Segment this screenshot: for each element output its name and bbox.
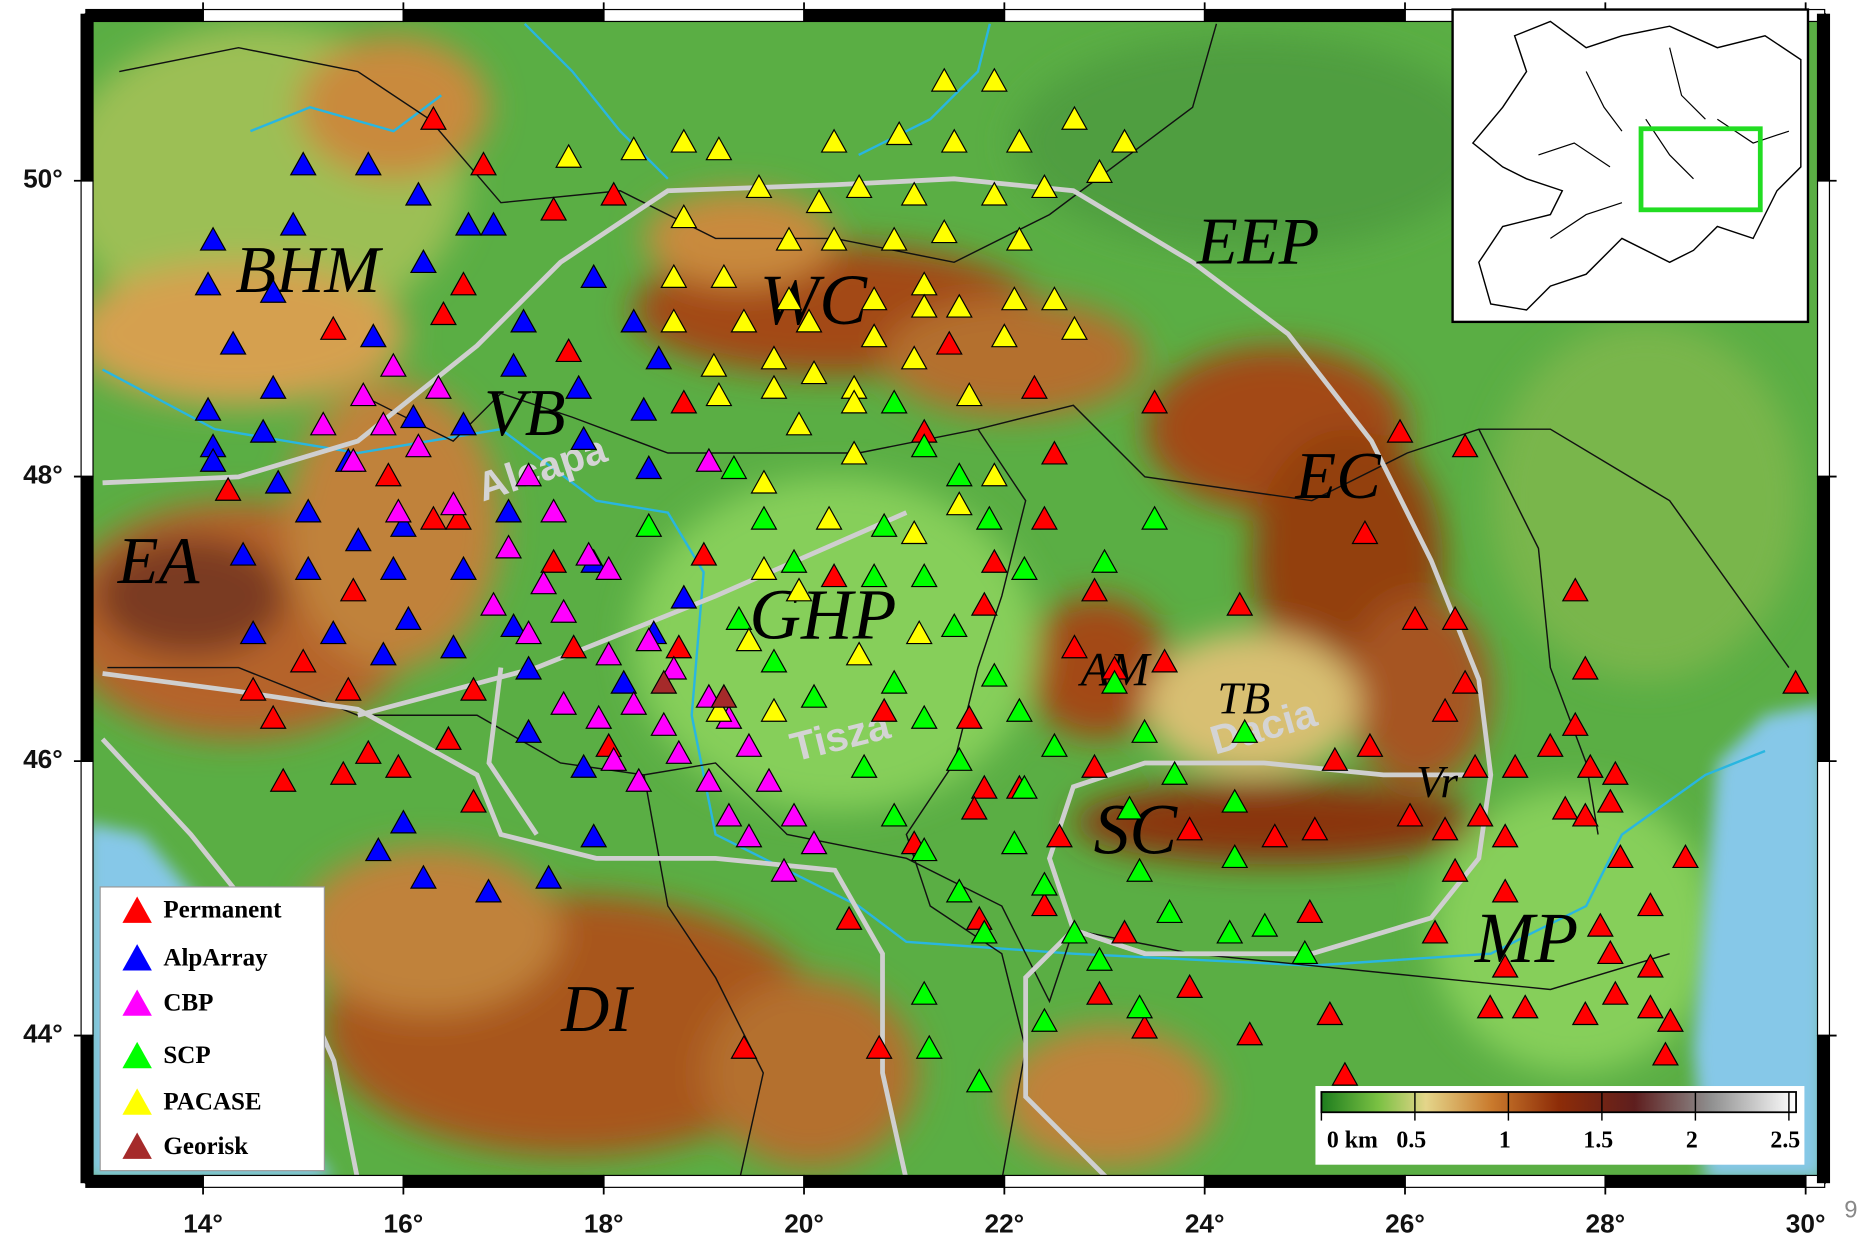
frame-bar xyxy=(1405,1175,1605,1187)
region-label: BHM xyxy=(235,234,383,307)
frame-bar xyxy=(1818,1036,1830,1183)
frame-bar xyxy=(1205,1175,1405,1187)
x-tick-label: 28° xyxy=(1585,1208,1625,1238)
frame-bar xyxy=(203,10,403,22)
region-label: SC xyxy=(1094,790,1179,869)
region-label: EC xyxy=(1294,440,1382,513)
frame-bar xyxy=(1605,1175,1805,1187)
colorbar: 0 km 0.5 1 1.5 2 2.5 xyxy=(1315,1086,1804,1165)
region-label: EA xyxy=(117,525,201,598)
legend-label: PACASE xyxy=(163,1089,261,1116)
frame-bar xyxy=(81,181,93,477)
region-label: DI xyxy=(560,973,634,1046)
frame-bar xyxy=(604,1175,804,1187)
colorbar-label: 0 km xyxy=(1327,1128,1378,1154)
region-label: EEP xyxy=(1196,205,1319,278)
region-label: MP xyxy=(1474,899,1578,978)
frame-bar xyxy=(804,1175,1004,1187)
colorbar-label: 2.5 xyxy=(1770,1128,1800,1154)
frame-bar xyxy=(403,10,603,22)
x-tick-label: 22° xyxy=(985,1208,1025,1238)
frame-bar xyxy=(1205,10,1405,22)
x-tick-label: 18° xyxy=(584,1208,624,1238)
legend-label: CBP xyxy=(163,990,213,1017)
frame-bar xyxy=(1818,761,1830,1035)
frame-bar xyxy=(81,477,93,762)
inset-map xyxy=(1453,10,1808,322)
x-tick-label: 14° xyxy=(183,1208,223,1238)
y-tick-label: 48° xyxy=(23,459,63,489)
colorbar-label: 1 xyxy=(1499,1128,1511,1154)
legend-label: AlpArray xyxy=(163,944,268,971)
page-number: 9 xyxy=(1844,1196,1857,1223)
frame-bar xyxy=(1818,477,1830,762)
y-tick-label: 46° xyxy=(23,744,63,774)
page: {"chart_data": {"type": "scatter", "xlim… xyxy=(0,0,1870,1241)
x-tick-label: 20° xyxy=(784,1208,824,1238)
y-tick-label: 44° xyxy=(23,1018,63,1048)
region-label: Vr xyxy=(1416,757,1458,807)
frame-bar xyxy=(203,1175,403,1187)
y-tick-label: 50° xyxy=(23,164,63,194)
legend-label: Georisk xyxy=(163,1133,248,1160)
colorbar-label: 0.5 xyxy=(1396,1128,1426,1154)
frame-bar xyxy=(81,1036,93,1183)
region-label: GHP xyxy=(749,576,896,655)
frame-bar xyxy=(1818,14,1830,180)
frame-bar xyxy=(604,10,804,22)
x-tick-label: 26° xyxy=(1385,1208,1425,1238)
x-tick-label: 16° xyxy=(384,1208,424,1238)
frame-bar xyxy=(403,1175,603,1187)
legend-label: Permanent xyxy=(163,897,282,924)
x-tick-label: 24° xyxy=(1185,1208,1225,1238)
frame-bar xyxy=(81,761,93,1035)
frame-bar xyxy=(81,14,93,180)
map-figure: BHMVBEAWCEEPECGHPAMTBVrSCMPDIAlcapaTisza… xyxy=(0,0,1870,1241)
frame-bar xyxy=(804,10,1004,22)
colorbar-label: 2 xyxy=(1686,1128,1698,1154)
frame-bar xyxy=(86,1175,203,1187)
frame-bar xyxy=(86,10,203,22)
colorbar-label: 1.5 xyxy=(1583,1128,1613,1154)
frame-bar xyxy=(1004,1175,1204,1187)
x-tick-label: 30° xyxy=(1786,1208,1826,1238)
legend: Permanent AlpArray CBP SCP PACASE Georisk xyxy=(100,887,324,1171)
legend-label: SCP xyxy=(163,1042,210,1069)
frame-bar xyxy=(1004,10,1204,22)
frame-bar xyxy=(1818,181,1830,477)
